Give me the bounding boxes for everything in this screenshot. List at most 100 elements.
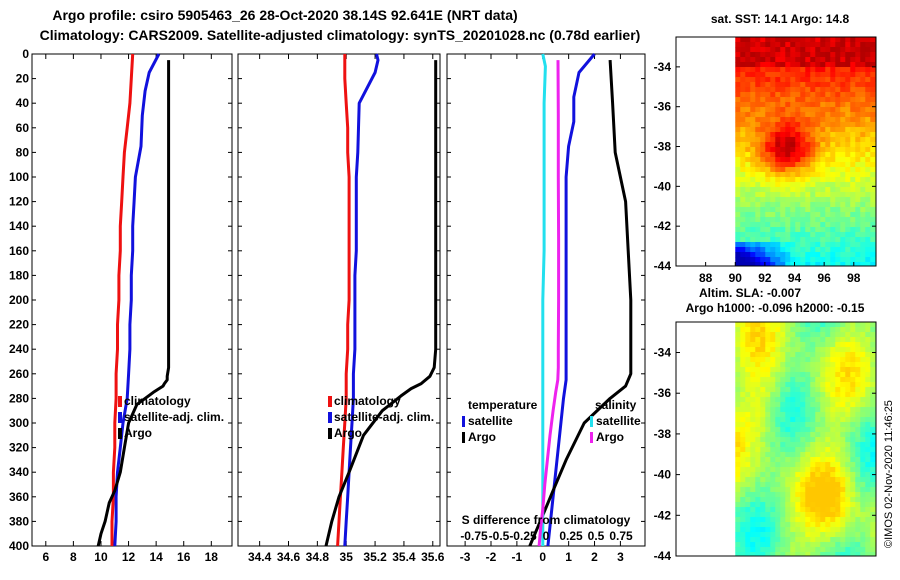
map-cell <box>800 357 806 363</box>
map-cell <box>785 257 791 263</box>
map-cell <box>810 92 816 98</box>
y-tick-label: -34 <box>654 60 672 74</box>
map-cell <box>780 162 786 168</box>
map-cell <box>820 422 826 428</box>
map-cell <box>840 352 846 358</box>
map-cell <box>835 227 841 233</box>
map-cell <box>815 157 821 163</box>
map-cell <box>750 492 756 498</box>
map-cell <box>765 227 771 233</box>
map-cell <box>765 127 771 133</box>
map-cell <box>745 237 751 243</box>
map-cell <box>765 542 771 548</box>
map-cell <box>815 102 821 108</box>
map-cell <box>860 107 866 113</box>
map-cell <box>735 242 741 248</box>
map-cell <box>745 542 751 548</box>
map-cell <box>845 347 851 353</box>
map-cell <box>745 327 751 333</box>
title-line-1: Argo profile: csiro 5905463_26 28-Oct-20… <box>52 7 517 23</box>
map-cell <box>760 332 766 338</box>
map-cell <box>820 402 826 408</box>
map-cell <box>765 137 771 143</box>
map-cell <box>780 522 786 528</box>
map-cell <box>825 397 831 403</box>
map-cell <box>815 402 821 408</box>
map-cell <box>845 472 851 478</box>
map-cell <box>810 82 816 88</box>
map-cell <box>865 487 871 493</box>
map-cell <box>780 452 786 458</box>
map-cell <box>740 527 746 533</box>
map-cell <box>865 492 871 498</box>
map-cell <box>790 457 796 463</box>
y-tick-label: -36 <box>654 386 672 400</box>
map-cell <box>745 432 751 438</box>
map-cell <box>790 387 796 393</box>
map-cell <box>845 52 851 58</box>
map-cell <box>840 407 846 413</box>
map-cell <box>750 87 756 93</box>
map-cell <box>860 152 866 158</box>
map-cell <box>745 37 751 43</box>
map-cell <box>845 202 851 208</box>
map-cell <box>755 437 761 443</box>
map-cell <box>870 202 876 208</box>
map-cell <box>735 82 741 88</box>
map-cell <box>795 262 801 267</box>
map-cell <box>775 462 781 468</box>
map-cell <box>765 167 771 173</box>
map-cell <box>865 257 871 263</box>
map-cell <box>815 472 821 478</box>
map-cell <box>800 512 806 518</box>
map-cell <box>850 37 856 43</box>
map-cell <box>820 357 826 363</box>
map-cell <box>740 517 746 523</box>
map-cell <box>870 197 876 203</box>
map-cell <box>775 82 781 88</box>
map-cell <box>790 427 796 433</box>
map-cell <box>750 47 756 53</box>
map-cell <box>820 412 826 418</box>
map-cell <box>830 412 836 418</box>
map-cell <box>845 57 851 63</box>
map-cell <box>785 167 791 173</box>
map-cell <box>830 477 836 483</box>
map-cell <box>835 187 841 193</box>
map-cell <box>780 507 786 513</box>
map-cell <box>855 127 861 133</box>
map-cell <box>870 437 876 443</box>
map-cell <box>810 202 816 208</box>
map-cell <box>835 382 841 388</box>
map-cell <box>795 347 801 353</box>
map-cell <box>860 332 866 338</box>
map-cell <box>865 112 871 118</box>
map-cell <box>780 472 786 478</box>
map-cell <box>825 442 831 448</box>
map-cell <box>870 357 876 363</box>
map-cell <box>830 402 836 408</box>
map-cell <box>870 502 876 508</box>
map-cell <box>805 192 811 198</box>
map-cell <box>860 262 866 267</box>
map-cell <box>815 497 821 503</box>
map-cell <box>735 187 741 193</box>
map-cell <box>870 237 876 243</box>
map-cell <box>790 512 796 518</box>
map-cell <box>780 192 786 198</box>
map-cell <box>805 97 811 103</box>
map-cell <box>740 417 746 423</box>
map-cell <box>855 427 861 433</box>
map-cell <box>865 97 871 103</box>
map-cell <box>795 177 801 183</box>
map-cell <box>855 462 861 468</box>
map-cell <box>735 377 741 383</box>
map-cell <box>845 217 851 223</box>
map-cell <box>825 142 831 148</box>
map-cell <box>855 167 861 173</box>
map-cell <box>815 462 821 468</box>
map-cell <box>865 337 871 343</box>
map-cell <box>855 522 861 528</box>
map-cell <box>860 117 866 123</box>
map-cell <box>830 492 836 498</box>
